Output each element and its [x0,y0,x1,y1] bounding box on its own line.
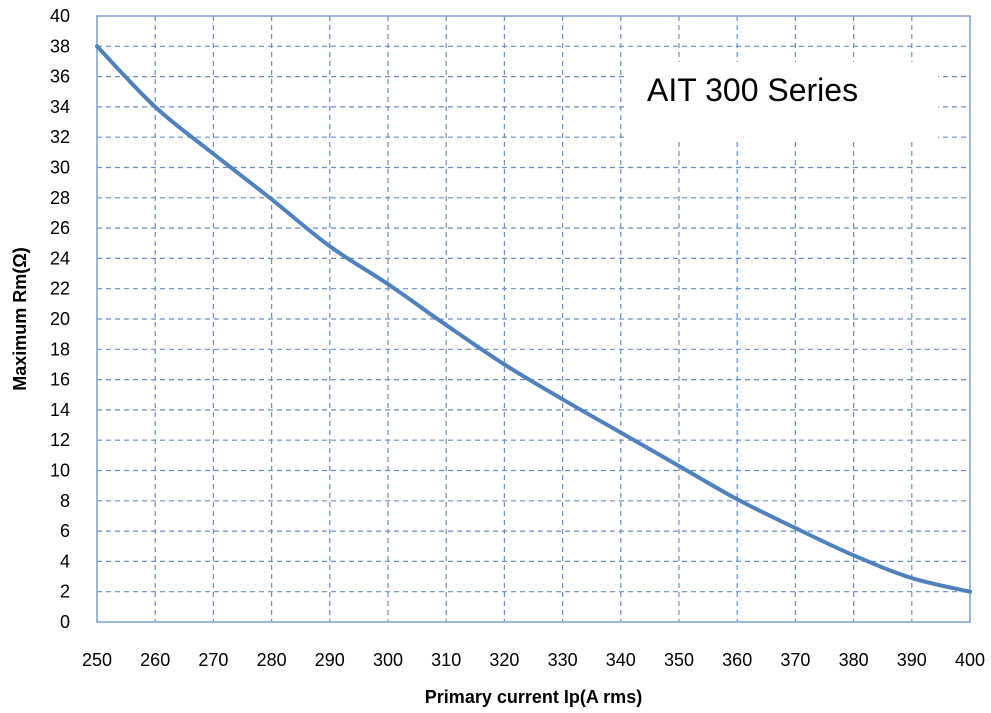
y-tick-label: 2 [60,582,70,602]
x-tick-label: 400 [955,650,985,670]
y-tick-label: 0 [60,612,70,632]
y-tick-label: 20 [50,309,70,329]
y-tick-label: 16 [50,370,70,390]
y-tick-label: 26 [50,218,70,238]
x-axis-tick-labels: 250 260 270 280 290 300 310 320 330 340 350 360 370 3… [82,650,985,670]
x-tick-label: 300 [373,650,403,670]
x-tick-label: 290 [315,650,345,670]
y-tick-label: 12 [50,430,70,450]
y-tick-label: 34 [50,97,70,117]
y-tick-label: 4 [60,551,70,571]
x-tick-label: 330 [548,650,578,670]
y-tick-label: 36 [50,67,70,87]
x-tick-label: 270 [198,650,228,670]
y-axis-title: Maximum Rm(Ω) [10,247,30,390]
annotation-label: AIT 300 Series [647,72,858,108]
x-axis-title: Primary current Ip(A rms) [425,687,642,707]
y-tick-label: 22 [50,279,70,299]
y-tick-label: 8 [60,491,70,511]
y-tick-label: 32 [50,127,70,147]
y-tick-label: 18 [50,339,70,359]
x-tick-label: 380 [839,650,869,670]
x-tick-label: 340 [606,650,636,670]
y-tick-label: 38 [50,36,70,56]
x-tick-label: 310 [431,650,461,670]
x-tick-label: 260 [140,650,170,670]
x-tick-label: 370 [780,650,810,670]
x-tick-label: 360 [722,650,752,670]
y-tick-label: 24 [50,248,70,268]
x-tick-label: 390 [897,650,927,670]
y-tick-label: 30 [50,158,70,178]
x-tick-label: 250 [82,650,112,670]
annotation: AIT 300 Series [624,62,938,142]
x-tick-label: 320 [489,650,519,670]
y-tick-label: 28 [50,188,70,208]
y-tick-label: 6 [60,521,70,541]
x-tick-label: 280 [257,650,287,670]
y-tick-label: 10 [50,461,70,481]
y-tick-label: 40 [50,6,70,26]
x-tick-label: 350 [664,650,694,670]
y-tick-label: 14 [50,400,70,420]
